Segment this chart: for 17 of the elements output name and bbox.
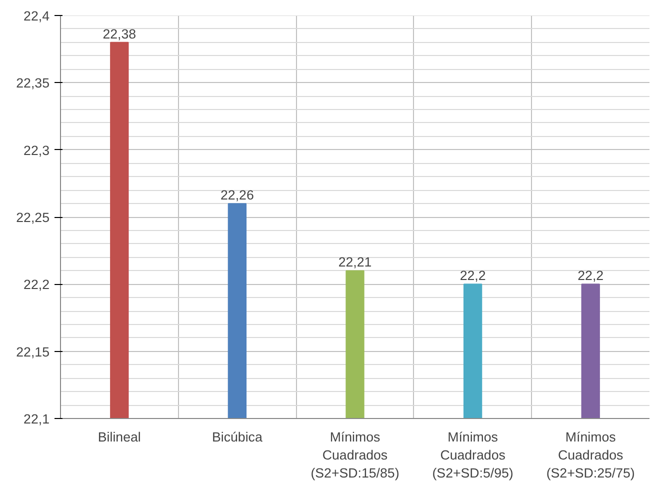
y-tick-label: 22,25 — [16, 210, 50, 225]
y-tick-label: 22,15 — [16, 344, 50, 360]
y-tick-label: 22,3 — [24, 142, 50, 158]
y-tick-label: 22,1 — [24, 412, 50, 426]
data-label: 22,26 — [220, 188, 254, 203]
x-tick-label: Mínimos Cuadrados (S2+SD:5/95) — [432, 430, 514, 480]
x-tick-label: Mínimos Cuadrados (S2+SD:15/85) — [310, 430, 400, 480]
y-tick-label: 22,2 — [24, 277, 50, 292]
x-tick-label: Bilineal — [98, 430, 141, 444]
y-tick-label: 22,35 — [16, 76, 50, 91]
data-label: 22,21 — [338, 254, 372, 270]
y-tick-label: 22,4 — [24, 8, 50, 24]
data-label: 22,38 — [102, 26, 136, 42]
x-tick-label: Mínimos Cuadrados (S2+SD:25/75) — [546, 430, 635, 480]
data-label: 22,2 — [460, 268, 486, 284]
data-label: 22,2 — [578, 268, 604, 284]
x-tick-label: Bicúbica — [212, 430, 263, 444]
